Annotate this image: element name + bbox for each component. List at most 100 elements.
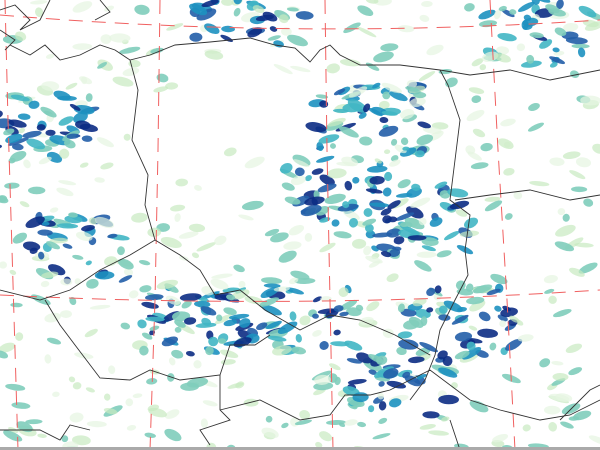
precip-cell (316, 142, 324, 151)
precip-cell (179, 293, 202, 302)
precip-cell (389, 91, 408, 102)
precip-cell (418, 217, 427, 226)
precip-cell (402, 371, 411, 379)
precip-cell (565, 343, 583, 353)
precip-cell (317, 183, 337, 193)
precip-cell (144, 432, 156, 438)
precip-cell (252, 5, 265, 14)
precip-cell (528, 103, 540, 111)
precip-cell (343, 22, 361, 34)
precip-cell (344, 340, 363, 351)
precip-cell (139, 345, 149, 356)
precip-cell (17, 113, 31, 120)
precip-cell (265, 415, 273, 423)
precip-cell (395, 212, 415, 221)
precip-cell (65, 82, 78, 90)
precip-cell (69, 412, 84, 423)
precip-cell (208, 336, 219, 347)
precip-cell (273, 286, 290, 292)
precip-cell (16, 421, 33, 433)
precip-cell (397, 179, 411, 189)
precip-cell (304, 196, 325, 206)
precip-cell (408, 356, 425, 364)
precip-cell (85, 260, 92, 266)
precip-cell (66, 133, 80, 139)
border-baltic (439, 69, 600, 201)
precip-cell (339, 311, 349, 317)
precip-cell (72, 43, 93, 51)
precip-cell (37, 229, 53, 236)
precip-cell (204, 50, 224, 60)
precip-cell (426, 44, 444, 56)
precip-cell (568, 367, 583, 376)
precip-cell (455, 209, 468, 217)
precip-cell (284, 196, 301, 205)
precip-cell (408, 316, 424, 328)
precip-cell (382, 187, 392, 197)
precip-cell (299, 410, 311, 420)
precip-cell (478, 9, 496, 20)
precip-cell (7, 137, 29, 146)
precip-cell (480, 142, 493, 152)
precip-cell (64, 215, 83, 224)
precip-cell (449, 200, 470, 210)
precip-cell (548, 422, 558, 432)
precip-cell (434, 285, 442, 294)
precip-cell (365, 255, 383, 264)
precip-cell (454, 350, 470, 360)
precip-cell (534, 0, 551, 3)
precip-cell (503, 168, 515, 176)
precip-cell (281, 182, 295, 191)
precip-cell (381, 82, 402, 94)
precip-cell (100, 162, 114, 170)
precip-cell (478, 311, 491, 322)
precip-cell (384, 149, 391, 155)
precip-cell (103, 393, 111, 401)
precip-cell (312, 330, 322, 337)
precip-cell (381, 111, 398, 116)
precip-cell (14, 31, 27, 41)
precip-cell (330, 143, 336, 149)
precip-cell (509, 9, 517, 15)
precip-cell (467, 151, 482, 161)
precip-cell (280, 162, 293, 174)
precip-cell (315, 441, 323, 448)
precip-cell (243, 398, 259, 407)
precip-cell (346, 307, 362, 317)
precip-cell (5, 133, 23, 144)
precip-cell (79, 76, 93, 85)
precip-cell (217, 338, 227, 344)
precip-cell (72, 1, 93, 13)
precip-cell (156, 279, 179, 290)
precip-cell (290, 270, 310, 280)
precip-cell (118, 258, 134, 270)
precip-cell (201, 317, 212, 326)
precip-cell (333, 329, 341, 336)
precip-cell (396, 346, 407, 356)
precip-cell (56, 187, 74, 197)
precip-cell (553, 309, 572, 318)
precip-cell (436, 250, 452, 258)
precip-cell (344, 419, 358, 426)
precip-cell (174, 326, 182, 333)
border-poland-south (154, 239, 431, 356)
precip-cell (378, 381, 385, 387)
precip-cell (108, 365, 116, 374)
precip-cell (97, 62, 108, 69)
precip-cell (492, 433, 509, 443)
precip-cell (36, 124, 46, 131)
precip-cell (342, 201, 350, 209)
meridian-line (4, 0, 19, 450)
precip-cell (53, 90, 71, 101)
precip-cell (438, 305, 448, 314)
precip-cell (112, 76, 134, 87)
precip-cell (544, 405, 561, 415)
precip-cell (291, 346, 307, 355)
precip-cell (75, 231, 93, 241)
precip-cell (141, 332, 153, 340)
precip-cell (384, 171, 393, 182)
precip-cell (174, 213, 181, 222)
precip-cell (305, 122, 327, 133)
precip-cell (419, 424, 436, 430)
